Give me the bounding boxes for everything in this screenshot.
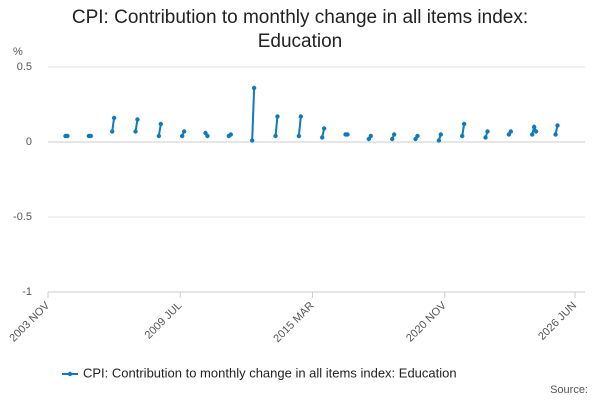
- x-tick-label: 2003 NOV: [7, 299, 52, 344]
- y-tick-label: -1: [22, 286, 32, 298]
- point: [555, 123, 560, 128]
- point: [531, 124, 537, 130]
- line: [251, 87, 256, 141]
- point: [483, 135, 488, 140]
- point: [390, 136, 395, 142]
- line: [297, 116, 302, 137]
- point: [319, 135, 325, 140]
- point: [65, 133, 70, 139]
- y-tick-label: -0.5: [13, 211, 32, 223]
- point: [296, 133, 302, 139]
- source: Source:: [550, 384, 588, 396]
- point: [460, 133, 465, 139]
- point: [111, 115, 117, 121]
- point: [179, 133, 185, 139]
- point: [275, 114, 280, 119]
- point: [205, 133, 210, 139]
- legend-label: CPI: Contribution to monthly change in a…: [83, 365, 457, 380]
- point: [461, 121, 467, 127]
- point: [135, 117, 140, 122]
- x-tick-label: 2015 MAR: [271, 300, 316, 345]
- x-tick-label: 2009 JUL: [143, 300, 185, 342]
- point: [438, 132, 444, 137]
- point: [158, 121, 163, 127]
- point: [228, 132, 233, 137]
- point: [109, 129, 115, 134]
- point: [415, 133, 420, 139]
- chart-title: CPI: Contribution to monthly change in a…: [71, 7, 529, 52]
- point: [298, 114, 304, 119]
- point: [485, 129, 490, 134]
- point: [181, 129, 187, 134]
- point: [533, 129, 539, 134]
- point: [133, 129, 138, 134]
- point: [530, 132, 535, 137]
- y-tick-label: 0.5: [17, 61, 32, 73]
- point: [321, 126, 327, 131]
- point: [251, 85, 257, 91]
- point: [273, 133, 278, 139]
- point: [368, 133, 374, 139]
- point: [249, 138, 255, 143]
- line: [274, 116, 279, 137]
- y-axis-label: %: [13, 46, 23, 58]
- point: [391, 132, 397, 137]
- x-tick-label: 2020 NOV: [404, 299, 449, 344]
- point: [345, 132, 350, 137]
- point: [553, 132, 558, 137]
- point: [156, 133, 162, 139]
- line: [111, 117, 116, 132]
- point: [88, 133, 93, 139]
- point: [436, 138, 442, 143]
- point: [508, 129, 514, 134]
- y-tick-label: 0: [26, 136, 32, 148]
- x-tick-label: 2026 JUN: [536, 300, 579, 343]
- legend-marker: [67, 371, 73, 377]
